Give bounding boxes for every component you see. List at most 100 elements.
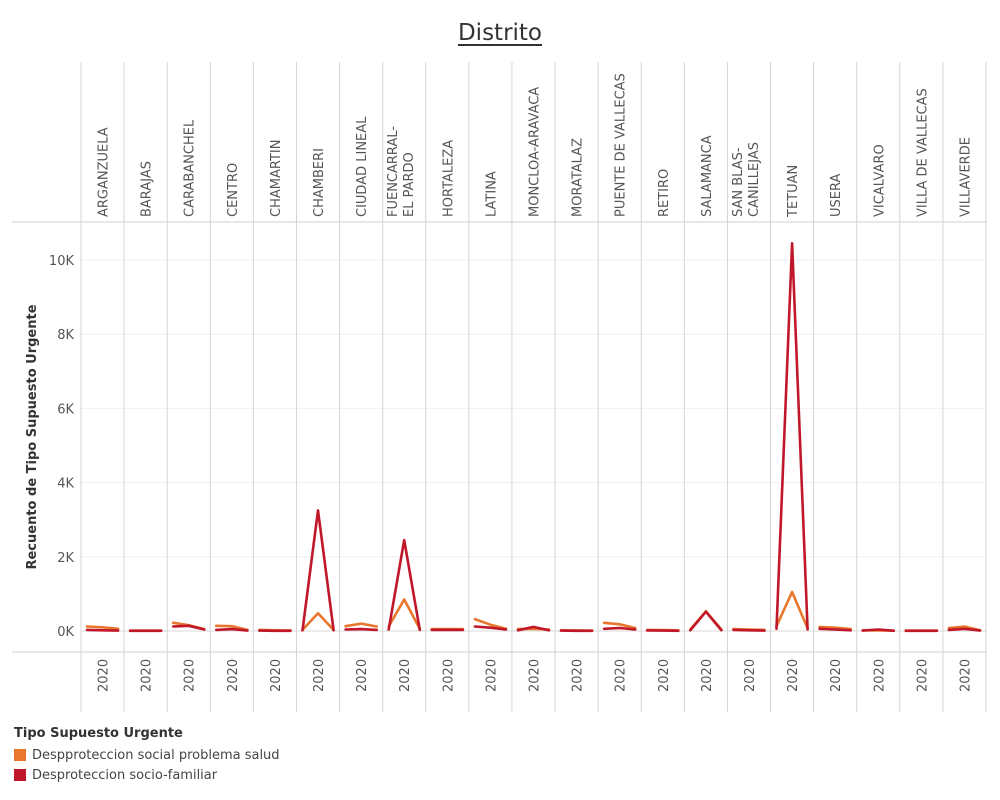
district-header-centro[interactable]: CENTRO <box>226 163 241 217</box>
year-label-moncloa-aravaca: 2020 <box>528 659 543 692</box>
series-salud-salamanca[interactable] <box>688 609 723 631</box>
year-label-san-blas-canillejas: 2020 <box>743 659 758 692</box>
district-header-usera[interactable]: USERA <box>829 174 844 217</box>
series-socio-familiar-san-blas-canillejas[interactable] <box>732 628 766 632</box>
legend: Tipo Supuesto Urgente Despproteccion soc… <box>14 726 280 785</box>
year-label-carabanchel: 2020 <box>183 659 198 692</box>
year-label-villaverde: 2020 <box>958 659 973 692</box>
district-label-vicalvaro: VICALVARO <box>872 144 887 217</box>
district-label-carabanchel: CARABANCHEL <box>183 119 198 217</box>
legend-label-socio-familiar: Desproteccion socio-familiar <box>32 767 218 783</box>
district-label-latina: LATINA <box>484 171 499 217</box>
district-header-vicalvaro[interactable]: VICALVARO <box>872 144 887 217</box>
series-socio-familiar-latina[interactable] <box>473 625 508 631</box>
year-label-puente-de-vallecas: 2020 <box>614 659 629 692</box>
year-label-salamanca: 2020 <box>700 659 715 692</box>
y-axis-title: Recuento de Tipo Supuesto Urgente <box>25 304 40 569</box>
district-label-arganzuela: ARGANZUELA <box>97 127 112 217</box>
district-header-latina[interactable]: LATINA <box>484 171 499 217</box>
y-tick-label-1: 2K <box>57 551 74 566</box>
district-header-moratalaz[interactable]: MORATALAZ <box>571 138 586 217</box>
district-header-retiro[interactable]: RETIRO <box>657 169 672 217</box>
y-tick-label-4: 8K <box>57 328 74 343</box>
district-header-villa-de-vallecas[interactable]: VILLA DE VALLECAS <box>915 88 930 217</box>
y-tick-label-2: 4K <box>57 477 74 492</box>
district-label-barajas: BARAJAS <box>140 161 155 217</box>
series-salud-arganzuela[interactable] <box>85 625 120 631</box>
district-label-fuencarral-el-pardo: FUENCARRAL- <box>386 126 401 217</box>
district-label-chamberi: CHAMBERI <box>312 148 327 217</box>
district-label-ciudad-lineal: CIUDAD LINEAL <box>355 116 370 217</box>
series-salud-tetuan[interactable] <box>775 590 809 630</box>
series-socio-familiar-centro[interactable] <box>215 627 249 632</box>
district-header-carabanchel[interactable]: CARABANCHEL <box>183 119 198 217</box>
legend-item-socio-familiar[interactable]: Desproteccion socio-familiar <box>14 765 280 785</box>
district-header-arganzuela[interactable]: ARGANZUELA <box>97 127 112 217</box>
district-header-puente-de-vallecas[interactable]: PUENTE DE VALLECAS <box>614 73 629 217</box>
district-label-villa-de-vallecas: VILLA DE VALLECAS <box>915 88 930 217</box>
district-header-chamberi[interactable]: CHAMBERI <box>312 148 327 217</box>
y-axis: 0K 2K 4K 6K 8K 10K Recuento de Tipo Supuesto U… <box>25 254 74 640</box>
year-label-vicalvaro: 2020 <box>872 659 887 692</box>
series-socio-familiar-moncloa-aravaca[interactable] <box>516 625 551 632</box>
series-salud-ciudad-lineal[interactable] <box>344 622 379 628</box>
legend-title: Tipo Supuesto Urgente <box>14 726 183 741</box>
series-socio-familiar-usera[interactable] <box>818 627 853 632</box>
district-label-villaverde: VILLAVERDE <box>958 137 973 217</box>
district-header-barajas[interactable]: BARAJAS <box>140 161 155 217</box>
year-label-fuencarral-el-pardo: 2020 <box>398 659 413 692</box>
chart-title: Distrito <box>457 20 543 46</box>
district-header-moncloa-aravaca[interactable]: MONCLOA-ARAVACA <box>528 87 543 217</box>
district-label-salamanca: SALAMANCA <box>700 135 715 217</box>
district-label-puente-de-vallecas: PUENTE DE VALLECAS <box>614 73 629 217</box>
district-header-san-blas-canillejas[interactable]: SAN BLAS- CANILLEJAS <box>731 142 762 217</box>
series-socio-familiar-salamanca[interactable] <box>688 610 723 632</box>
year-label-retiro: 2020 <box>657 659 672 692</box>
legend-item-salud[interactable]: Despproteccion social problema salud <box>14 745 280 765</box>
series-salud-centro[interactable] <box>215 624 249 632</box>
district-label-retiro: RETIRO <box>657 169 672 217</box>
series-salud-fuencarral-el-pardo[interactable] <box>387 598 422 631</box>
series-socio-familiar-fuencarral-el-pardo[interactable] <box>387 538 422 632</box>
year-label-hortaleza: 2020 <box>441 659 456 692</box>
district-header-fuencarral-el-pardo[interactable]: FUENCARRAL- EL PARDO <box>386 126 417 217</box>
district-label-moratalaz: MORATALAZ <box>571 138 586 217</box>
series-socio-familiar-villaverde[interactable] <box>947 627 982 632</box>
series-salud-usera[interactable] <box>818 625 853 631</box>
y-tick-label-0: 0K <box>57 625 74 640</box>
district-label-san-blas-canillejas: SAN BLAS- <box>731 147 746 217</box>
year-axis: 2020 2020 2020 2020 2020 2020 2020 2020 2020 2020… <box>97 659 974 692</box>
series-socio-familiar-tetuan[interactable] <box>775 242 809 631</box>
y-tick-label-5: 10K <box>49 254 75 269</box>
year-label-moratalaz: 2020 <box>571 659 586 692</box>
year-label-chamartin: 2020 <box>269 659 284 692</box>
district-header-salamanca[interactable]: SALAMANCA <box>700 135 715 217</box>
series-socio-familiar-carabanchel[interactable] <box>171 624 206 631</box>
year-label-tetuan: 2020 <box>786 659 801 692</box>
district-label-fuencarral-el-pardo-2: EL PARDO <box>402 152 417 217</box>
series-salud-puente-de-vallecas[interactable] <box>602 621 637 630</box>
grid-layer <box>12 62 987 712</box>
series-socio-familiar-vicalvaro[interactable] <box>861 628 896 633</box>
year-label-usera: 2020 <box>829 659 844 692</box>
legend-label-salud: Despproteccion social problema salud <box>32 747 280 763</box>
series-salud-chamberi[interactable] <box>301 611 335 632</box>
district-header-tetuan[interactable]: TETUAN <box>786 165 801 218</box>
district-header-ciudad-lineal[interactable]: CIUDAD LINEAL <box>355 116 370 217</box>
year-label-chamberi: 2020 <box>312 659 327 692</box>
year-label-villa-de-vallecas: 2020 <box>915 659 930 692</box>
district-label-chamartin: CHAMARTIN <box>269 140 284 217</box>
series-socio-familiar-puente-de-vallecas[interactable] <box>602 626 637 631</box>
district-header-villaverde[interactable]: VILLAVERDE <box>958 137 973 217</box>
legend-swatch-socio-familiar <box>14 769 26 781</box>
series-socio-familiar-ciudad-lineal[interactable] <box>344 627 379 632</box>
district-label-tetuan: TETUAN <box>786 165 801 218</box>
series-socio-familiar-chamberi[interactable] <box>301 509 335 632</box>
district-header-hortaleza[interactable]: HORTALEZA <box>441 140 456 217</box>
series-salud-latina[interactable] <box>473 617 508 631</box>
series-socio-familiar-arganzuela[interactable] <box>85 628 120 632</box>
district-label-moncloa-aravaca: MONCLOA-ARAVACA <box>528 87 543 217</box>
year-label-latina: 2020 <box>484 659 499 692</box>
year-label-ciudad-lineal: 2020 <box>355 659 370 692</box>
district-header-chamartin[interactable]: CHAMARTIN <box>269 140 284 217</box>
